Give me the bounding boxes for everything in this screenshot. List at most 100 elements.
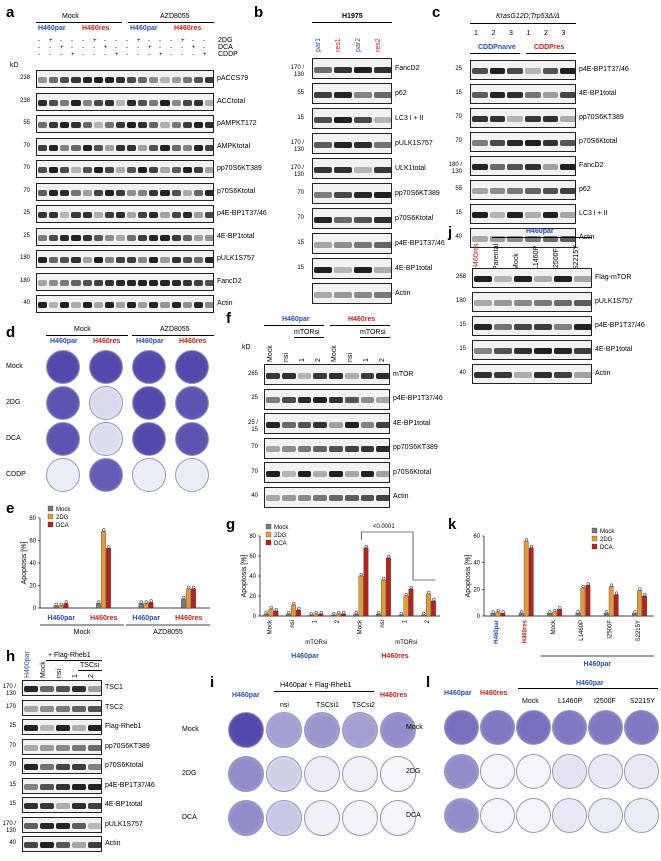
blot-band bbox=[313, 495, 327, 501]
data-point bbox=[182, 595, 186, 600]
blot-band bbox=[344, 421, 359, 428]
blot-band bbox=[554, 300, 572, 306]
data-point bbox=[382, 576, 386, 581]
x-tick-label: nsi bbox=[380, 620, 386, 628]
blot-row-label: LC3 I + II bbox=[579, 210, 608, 217]
data-point bbox=[337, 610, 341, 615]
kd-marker: 15 bbox=[9, 801, 16, 807]
x-tick-label: 1 bbox=[402, 619, 408, 623]
y-axis-label: Apoptosis [%] bbox=[241, 555, 248, 598]
panel-letter-c: c bbox=[432, 4, 441, 21]
blot-band bbox=[60, 257, 70, 263]
data-point bbox=[309, 611, 313, 616]
data-point bbox=[139, 600, 143, 604]
x-cell-label: H460res bbox=[90, 615, 117, 622]
bar bbox=[575, 613, 581, 617]
panel-e: 0 20 40 60 80 Apoptosis [%] Mock 2DG DCA H460par H… bbox=[0, 500, 230, 650]
blot-row-label: p4E-BP1T37/46 bbox=[595, 322, 645, 329]
kd-marker: 25 bbox=[23, 232, 30, 239]
lane-label: nsi bbox=[283, 353, 290, 362]
y-tick-label: 40 bbox=[473, 561, 480, 567]
blot-band bbox=[115, 279, 125, 286]
blot-band bbox=[344, 446, 359, 452]
blot-strip bbox=[264, 486, 390, 508]
bar bbox=[191, 588, 196, 609]
panel-letter-e: e bbox=[6, 500, 15, 517]
blot-band bbox=[360, 446, 375, 452]
blot-band bbox=[171, 144, 181, 151]
data-point bbox=[297, 606, 301, 611]
bar bbox=[528, 547, 534, 617]
blot-band bbox=[49, 99, 59, 106]
blot-band bbox=[494, 300, 512, 306]
blot-band bbox=[193, 302, 203, 308]
data-point bbox=[529, 544, 534, 549]
blot-band bbox=[127, 167, 137, 173]
legend-label: 2DG bbox=[600, 537, 613, 543]
blot-band bbox=[525, 140, 541, 146]
blot-band bbox=[354, 191, 372, 198]
bar bbox=[403, 595, 409, 617]
panel-i: H460par H460par + Flag-Rheb1 H460res nsi… bbox=[182, 676, 426, 861]
culture-dish bbox=[266, 712, 302, 748]
culture-dish bbox=[46, 422, 80, 456]
data-point bbox=[614, 591, 619, 595]
blot-band bbox=[354, 141, 372, 148]
blot-band bbox=[127, 234, 137, 241]
blot-row-label: p70S6Ktotal bbox=[395, 214, 434, 222]
blot-band bbox=[149, 302, 159, 308]
bar bbox=[490, 613, 496, 617]
blot-band bbox=[514, 300, 532, 306]
culture-dish bbox=[552, 754, 587, 789]
blot-band bbox=[72, 686, 86, 692]
blot-band bbox=[149, 189, 159, 196]
mtorsi-label: mTORsi bbox=[360, 329, 386, 336]
treatment-sign: - bbox=[71, 45, 73, 51]
blot-band bbox=[182, 257, 192, 263]
x-tick-label: Mock bbox=[267, 619, 273, 634]
data-point bbox=[149, 599, 153, 603]
blot-strip bbox=[312, 233, 392, 254]
panel-b: H1975 par1 res1 par2 res2 170 / 130 FancD2 55… bbox=[250, 0, 445, 320]
data-point bbox=[287, 610, 291, 615]
head-h460par-rheb: H460par + Flag-Rheb1 bbox=[280, 682, 352, 689]
culture-dish bbox=[132, 350, 166, 384]
treatment-sign: - bbox=[104, 52, 106, 58]
treatment-sign: - bbox=[93, 45, 95, 51]
blot-band bbox=[49, 144, 59, 151]
blot-band bbox=[93, 144, 103, 151]
blot-band bbox=[554, 348, 572, 354]
blot-band bbox=[82, 77, 92, 83]
blot-band bbox=[374, 216, 391, 223]
head-h460par: H460par bbox=[526, 228, 554, 235]
x-cell-label: H460par bbox=[132, 615, 160, 622]
blot-row-label: pAMPKT172 bbox=[217, 120, 257, 127]
treatment-sign: + bbox=[49, 38, 53, 44]
blot-band bbox=[138, 302, 148, 308]
blot-band bbox=[60, 189, 70, 196]
lane-label: res1 bbox=[335, 38, 342, 52]
kd-marker: 180 bbox=[19, 255, 30, 261]
treatment-sign: - bbox=[82, 45, 84, 51]
bar bbox=[181, 598, 186, 609]
blot-band bbox=[115, 99, 125, 106]
blot-band bbox=[182, 279, 192, 286]
blot-row-label: ACCtotal bbox=[217, 97, 246, 105]
blot-band bbox=[281, 421, 296, 428]
kd-label: kD bbox=[242, 344, 251, 351]
blot-band bbox=[49, 257, 59, 263]
blot-band bbox=[314, 241, 332, 248]
blot-band bbox=[93, 279, 103, 286]
blot-band bbox=[542, 92, 559, 98]
kd-marker: 70 bbox=[251, 444, 258, 450]
x-group-label: H460par bbox=[584, 661, 612, 668]
blot-strip bbox=[312, 83, 392, 104]
bar bbox=[557, 609, 562, 617]
data-point bbox=[576, 610, 580, 614]
blot-band bbox=[281, 495, 296, 501]
blot-row-label: pp70S6KT389 bbox=[393, 444, 438, 451]
data-point bbox=[107, 545, 111, 549]
blot-band bbox=[534, 372, 552, 378]
blot-band bbox=[149, 122, 159, 128]
blot-band bbox=[560, 92, 575, 98]
